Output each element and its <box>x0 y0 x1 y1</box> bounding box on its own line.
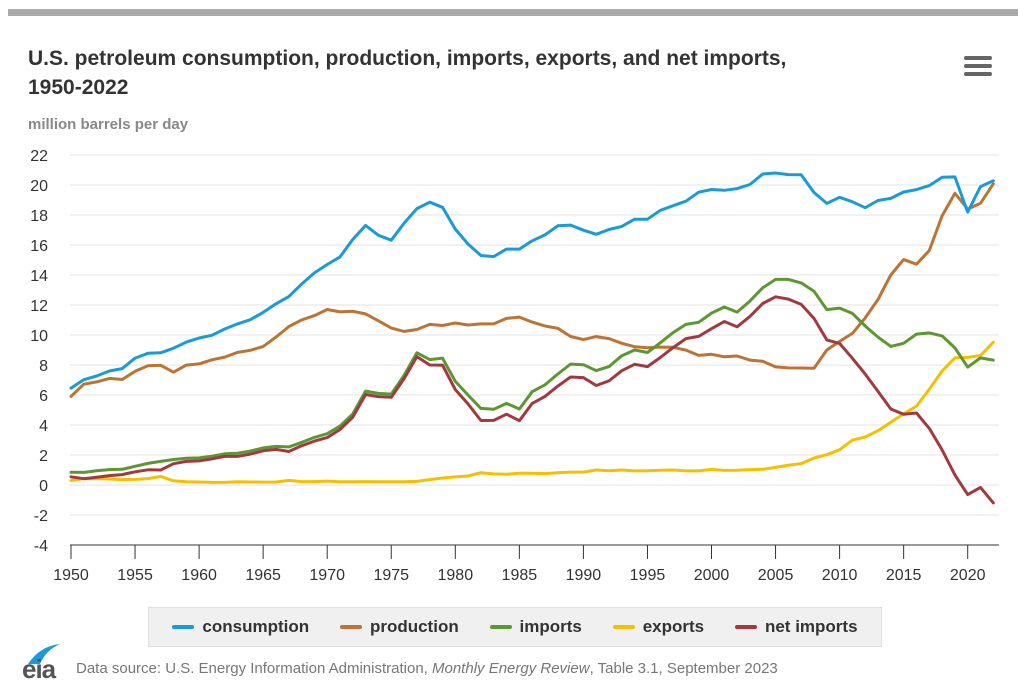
series-line-exports <box>69 340 995 484</box>
y-tick-label: 12 <box>30 298 48 315</box>
y-tick-label: 14 <box>30 268 48 285</box>
x-tick-label: 2015 <box>886 567 922 584</box>
legend-swatch <box>339 625 362 629</box>
x-tick-label: 1965 <box>245 567 281 584</box>
series-line-net-imports <box>69 295 995 505</box>
series-line-consumption <box>69 171 995 390</box>
x-tick-label: 1995 <box>630 567 666 584</box>
legend-label: exports <box>642 617 705 636</box>
series-line-imports <box>69 277 995 474</box>
y-tick-label: -2 <box>34 508 48 525</box>
legend-item-imports[interactable]: imports <box>489 617 582 637</box>
x-tick-label: 2005 <box>758 567 794 584</box>
y-tick-label: 2 <box>39 448 48 465</box>
source-suffix: , Table 3.1, September 2023 <box>589 660 778 677</box>
y-tick-label: 20 <box>30 178 48 195</box>
legend-label: consumption <box>202 617 310 636</box>
x-tick-label: 1955 <box>117 567 153 584</box>
x-tick-label: 1990 <box>566 567 602 584</box>
y-tick-label: 18 <box>30 208 48 225</box>
chart-legend: consumption production imports exports net i… <box>148 607 882 647</box>
legend-item-production[interactable]: production <box>339 617 459 637</box>
x-tick-label: 1960 <box>181 567 217 584</box>
legend-swatch <box>734 625 757 629</box>
eia-logo: eia <box>18 642 74 684</box>
y-tick-label: 10 <box>30 328 48 345</box>
x-tick-label: 2000 <box>694 567 730 584</box>
eia-logo-text: eia <box>22 654 56 684</box>
legend-label: production <box>369 617 459 636</box>
title-line-2: 1950-2022 <box>28 76 129 99</box>
y-tick-label: 6 <box>39 388 48 405</box>
y-axis-units-label: million barrels per day <box>28 116 189 133</box>
hamburger-menu-icon[interactable] <box>964 56 992 80</box>
y-tick-label: 4 <box>39 418 48 435</box>
eia-logo-arc-icon <box>28 644 60 664</box>
x-tick-label: 1975 <box>373 567 409 584</box>
top-accent-bar <box>8 9 1018 16</box>
y-tick-label: 0 <box>39 478 48 495</box>
x-tick-label: 1970 <box>309 567 345 584</box>
legend-item-net-imports[interactable]: net imports <box>734 617 858 637</box>
x-tick-label: 1980 <box>438 567 474 584</box>
y-tick-label: 16 <box>30 238 48 255</box>
x-tick-label: 2020 <box>950 567 986 584</box>
title-line-1: U.S. petroleum consumption, production, … <box>28 47 787 70</box>
legend-swatch <box>172 625 195 629</box>
legend-swatch <box>612 625 635 629</box>
y-tick-label: 22 <box>30 148 48 165</box>
legend-label: net imports <box>764 617 858 636</box>
y-tick-label: 8 <box>39 358 48 375</box>
source-prefix: Data source: U.S. Energy Information Adm… <box>76 660 432 677</box>
legend-item-exports[interactable]: exports <box>612 617 705 637</box>
chart-title: U.S. petroleum consumption, production, … <box>28 44 928 102</box>
y-tick-label: -4 <box>34 538 48 555</box>
series-line-production <box>69 182 995 398</box>
legend-swatch <box>489 625 512 629</box>
legend-item-consumption[interactable]: consumption <box>172 617 309 637</box>
x-tick-label: 1985 <box>502 567 538 584</box>
x-tick-label: 2010 <box>822 567 858 584</box>
source-publication: Monthly Energy Review <box>432 660 590 677</box>
x-tick-label: 1950 <box>53 567 89 584</box>
legend-label: imports <box>519 617 582 636</box>
data-source-note: Data source: U.S. Energy Information Adm… <box>76 660 778 677</box>
